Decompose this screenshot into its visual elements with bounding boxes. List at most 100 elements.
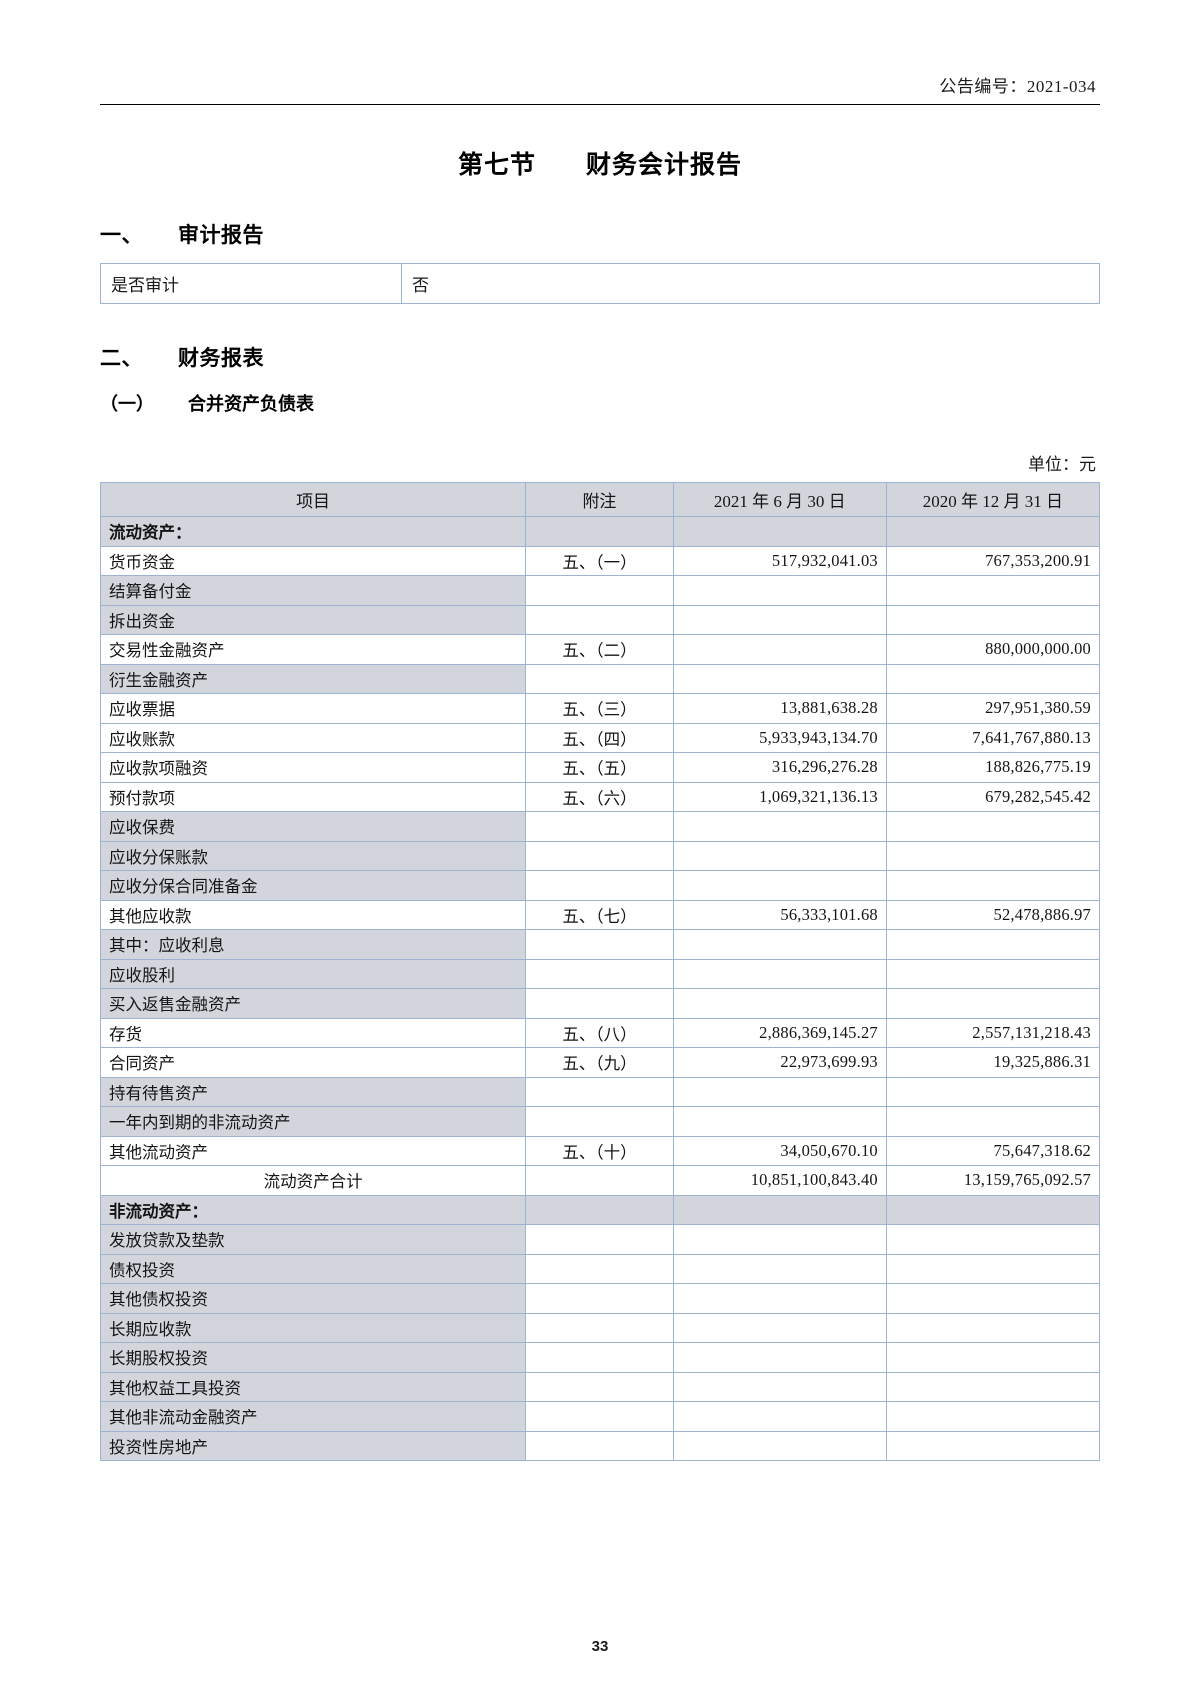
balance-sheet-value-prior bbox=[885, 811, 1101, 842]
balance-sheet-note-ref bbox=[525, 604, 674, 635]
balance-sheet-value-prior bbox=[885, 1371, 1101, 1402]
balance-sheet-item-label: 债权投资 bbox=[99, 1253, 527, 1284]
balance-sheet-value-current bbox=[672, 634, 887, 665]
balance-sheet-note-ref bbox=[525, 1253, 674, 1284]
balance-sheet-value-prior bbox=[885, 604, 1101, 635]
section-heading-financial-statements: 二、 财务报表 bbox=[100, 342, 1100, 372]
balance-sheet-value-prior bbox=[885, 840, 1101, 871]
balance-sheet-note-ref bbox=[525, 1283, 674, 1314]
balance-sheet-item-label: 应收分保合同准备金 bbox=[99, 870, 527, 901]
table-row: 衍生金融资产 bbox=[99, 663, 1101, 694]
balance-sheet-item-label: 其他非流动金融资产 bbox=[99, 1401, 527, 1432]
announcement-code: 公告编号：2021-034 bbox=[939, 77, 1096, 96]
table-row: 应收保费 bbox=[99, 811, 1101, 842]
balance-sheet-value-current: 13,881,638.28 bbox=[672, 693, 887, 724]
balance-sheet-value-prior bbox=[885, 1312, 1101, 1343]
balance-sheet-item-label: 应收股利 bbox=[99, 958, 527, 989]
balance-sheet-value-prior bbox=[885, 1224, 1101, 1255]
balance-sheet-value-current: 10,851,100,843.40 bbox=[672, 1165, 887, 1196]
balance-sheet-value-prior: 13,159,765,092.57 bbox=[885, 1165, 1101, 1196]
balance-sheet-item-label: 持有待售资产 bbox=[99, 1076, 527, 1107]
balance-sheet-value-prior bbox=[885, 575, 1101, 606]
balance-sheet-note-ref bbox=[525, 1371, 674, 1402]
balance-sheet-note-ref bbox=[525, 929, 674, 960]
section-one-number: 一、 bbox=[100, 224, 143, 247]
audit-key-cell: 是否审计 bbox=[100, 263, 402, 304]
table-row: 其他权益工具投资 bbox=[99, 1371, 1101, 1402]
balance-sheet-note-ref bbox=[525, 1312, 674, 1343]
balance-sheet-note-ref bbox=[525, 1342, 674, 1373]
balance-sheet-note-ref: 五、（六） bbox=[525, 781, 674, 812]
balance-sheet-value-current bbox=[672, 1253, 887, 1284]
balance-sheet-value-current bbox=[672, 1312, 887, 1343]
balance-sheet-note-ref bbox=[525, 1076, 674, 1107]
balance-sheet-item-label: 拆出资金 bbox=[99, 604, 527, 635]
table-row: 存货 五、（八） 2,886,369,145.27 2,557,131,218.43 bbox=[99, 1017, 1101, 1048]
balance-sheet-value-prior bbox=[885, 516, 1101, 547]
balance-sheet-value-current: 5,933,943,134.70 bbox=[672, 722, 887, 753]
balance-sheet-value-current bbox=[672, 663, 887, 694]
balance-sheet-note-ref: 五、（七） bbox=[525, 899, 674, 930]
balance-sheet-item-label: 流动资产： bbox=[99, 516, 527, 547]
balance-sheet-note-ref: 五、（二） bbox=[525, 634, 674, 665]
balance-sheet-value-current: 56,333,101.68 bbox=[672, 899, 887, 930]
table-row: 投资性房地产 bbox=[99, 1430, 1101, 1461]
table-row: 其他非流动金融资产 bbox=[99, 1401, 1101, 1432]
column-header-period-current: 2021 年 6 月 30 日 bbox=[672, 482, 887, 517]
balance-sheet-value-current bbox=[672, 516, 887, 547]
balance-sheet-item-label: 预付款项 bbox=[99, 781, 527, 812]
balance-sheet-header: 项目 附注 2021 年 6 月 30 日 2020 年 12 月 31 日 bbox=[99, 482, 1101, 517]
balance-sheet-item-label: 长期股权投资 bbox=[99, 1342, 527, 1373]
balance-sheet-note-ref: 五、（四） bbox=[525, 722, 674, 753]
table-row: 其他债权投资 bbox=[99, 1283, 1101, 1314]
table-row: 应收款项融资 五、（五） 316,296,276.28 188,826,775.19 bbox=[99, 752, 1101, 783]
section-two-label: 财务报表 bbox=[178, 347, 264, 370]
balance-sheet-value-prior bbox=[885, 870, 1101, 901]
table-row: 合同资产 五、（九） 22,973,699.93 19,325,886.31 bbox=[99, 1047, 1101, 1078]
table-row: 一年内到期的非流动资产 bbox=[99, 1106, 1101, 1137]
balance-sheet-note-ref bbox=[525, 1401, 674, 1432]
balance-sheet-item-label: 合同资产 bbox=[99, 1047, 527, 1078]
balance-sheet-value-prior: 297,951,380.59 bbox=[885, 693, 1101, 724]
balance-sheet-item-label: 长期应收款 bbox=[99, 1312, 527, 1343]
balance-sheet-value-prior bbox=[885, 1194, 1101, 1225]
balance-sheet-item-label: 其他权益工具投资 bbox=[99, 1371, 527, 1402]
balance-sheet-value-prior: 188,826,775.19 bbox=[885, 752, 1101, 783]
balance-sheet-item-label: 应收分保账款 bbox=[99, 840, 527, 871]
balance-sheet-item-label: 投资性房地产 bbox=[99, 1430, 527, 1461]
balance-sheet-value-prior bbox=[885, 988, 1101, 1019]
balance-sheet-table: 项目 附注 2021 年 6 月 30 日 2020 年 12 月 31 日 流… bbox=[99, 482, 1101, 1461]
balance-sheet-note-ref: 五、（八） bbox=[525, 1017, 674, 1048]
table-row: 拆出资金 bbox=[99, 604, 1101, 635]
balance-sheet-value-current: 1,069,321,136.13 bbox=[672, 781, 887, 812]
balance-sheet-body: 流动资产： 货币资金 五、（一） 517,932,041.03 767,353,200.… bbox=[99, 516, 1101, 1461]
table-row: 流动资产： bbox=[99, 516, 1101, 547]
subsection-one-number: （一） bbox=[100, 394, 154, 414]
section-two-number: 二、 bbox=[100, 347, 143, 370]
balance-sheet-item-label: 结算备付金 bbox=[99, 575, 527, 606]
balance-sheet-value-prior bbox=[885, 1430, 1101, 1461]
balance-sheet-item-label: 发放贷款及垫款 bbox=[99, 1224, 527, 1255]
balance-sheet-value-current bbox=[672, 988, 887, 1019]
balance-sheet-value-prior: 679,282,545.42 bbox=[885, 781, 1101, 812]
balance-sheet-value-prior: 75,647,318.62 bbox=[885, 1135, 1101, 1166]
balance-sheet-note-ref bbox=[525, 1165, 674, 1196]
balance-sheet-item-label: 其他债权投资 bbox=[99, 1283, 527, 1314]
balance-sheet-value-current bbox=[672, 575, 887, 606]
balance-sheet-value-prior: 19,325,886.31 bbox=[885, 1047, 1101, 1078]
table-row: 应收票据 五、（三） 13,881,638.28 297,951,380.59 bbox=[99, 693, 1101, 724]
subsection-heading-balance-sheet: （一） 合并资产负债表 bbox=[100, 390, 1100, 416]
balance-sheet-value-prior bbox=[885, 1253, 1101, 1284]
balance-sheet-value-current bbox=[672, 1430, 887, 1461]
balance-sheet-note-ref bbox=[525, 958, 674, 989]
balance-sheet-value-current bbox=[672, 840, 887, 871]
balance-sheet-value-current bbox=[672, 1224, 887, 1255]
balance-sheet-value-prior bbox=[885, 1401, 1101, 1432]
balance-sheet-note-ref bbox=[525, 840, 674, 871]
balance-sheet-note-ref bbox=[525, 988, 674, 1019]
balance-sheet-value-current bbox=[672, 1342, 887, 1373]
balance-sheet-value-prior bbox=[885, 958, 1101, 989]
balance-sheet-value-prior bbox=[885, 1076, 1101, 1107]
balance-sheet-value-prior bbox=[885, 1106, 1101, 1137]
header-divider bbox=[100, 104, 1100, 105]
